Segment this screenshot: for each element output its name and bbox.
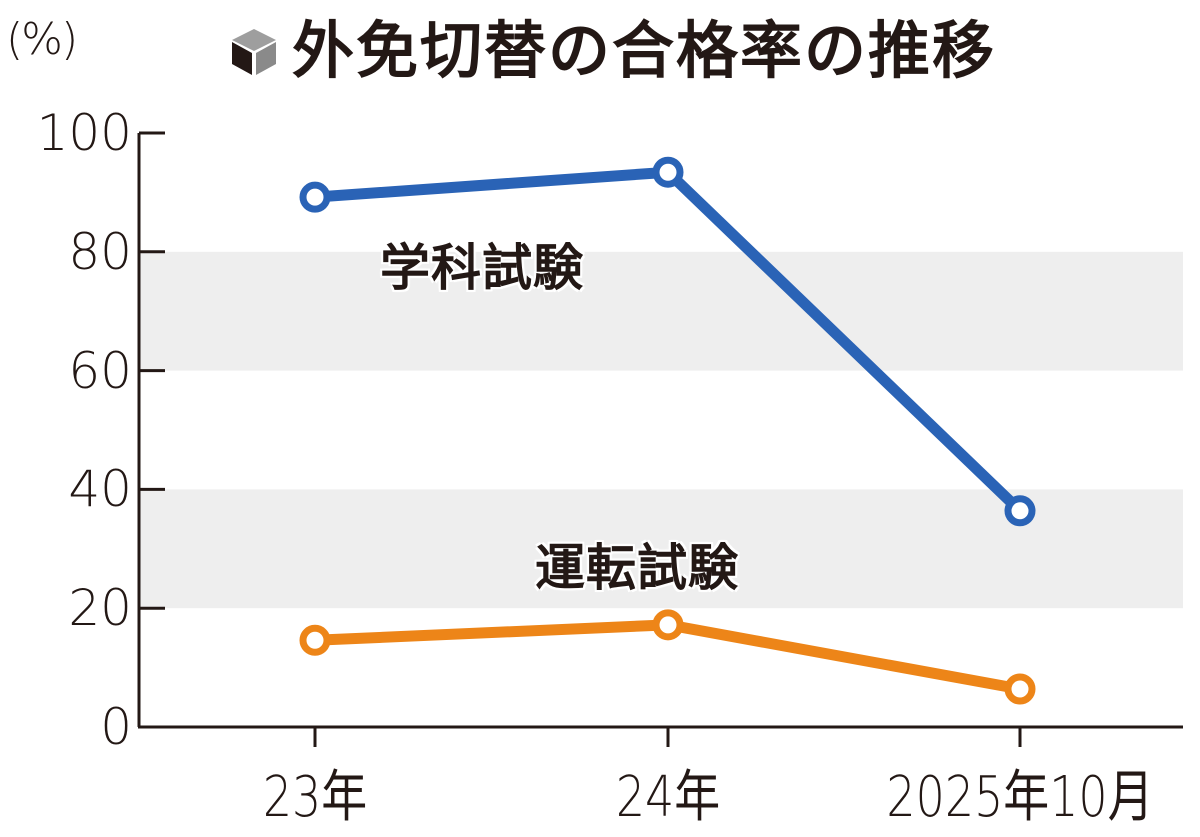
x-tick-label: 2025年10月 [886, 765, 1154, 830]
data-point-marker [299, 624, 331, 656]
x-tick-label: 24年 [615, 765, 721, 830]
y-tick-label: 0 [100, 698, 132, 756]
chart-title: 外免切替の合格率の推移 [292, 14, 997, 87]
cube-icon [232, 29, 276, 75]
y-axis-unit-label: (%) [6, 14, 78, 65]
grid-band [139, 251, 1183, 371]
data-point-marker [652, 609, 684, 641]
data-point-marker [299, 181, 331, 213]
y-tick-label: 40 [68, 460, 132, 519]
y-tick-label: 80 [68, 222, 132, 281]
chart-header: 外免切替の合格率の推移 [228, 6, 996, 96]
data-point-marker [1004, 673, 1036, 705]
y-tick-label: 100 [36, 104, 132, 162]
x-tick-label: 23年 [262, 765, 368, 830]
data-point-marker [1004, 495, 1036, 527]
series-label-gakka: 学科試験 [380, 239, 584, 297]
data-point-marker [652, 156, 684, 188]
y-tick-label: 60 [68, 341, 132, 400]
data-series [299, 156, 1036, 705]
axes [137, 131, 1183, 747]
y-tick-label: 20 [68, 579, 132, 638]
series-label-unten: 運転試験 [535, 539, 739, 597]
